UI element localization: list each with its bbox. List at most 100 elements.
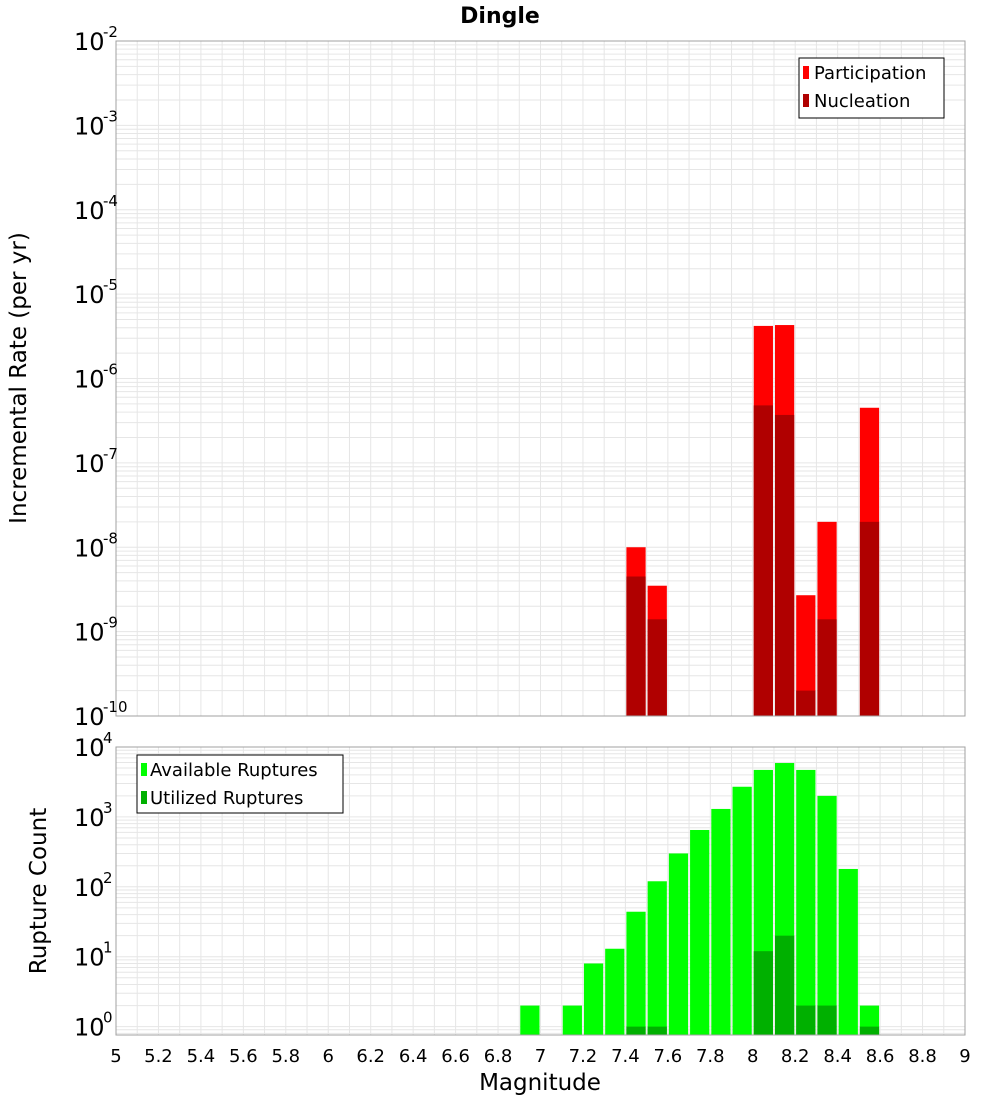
bottom-bar-available-ruptures [817, 795, 837, 1035]
top-y-tick-label: 10 [74, 534, 105, 562]
x-tick-label: 8 [747, 1046, 758, 1067]
legend-swatch-participation [803, 66, 809, 79]
legend-label-nucleation: Nucleation [814, 91, 910, 112]
top-y-tick-exponent: -10 [103, 698, 128, 716]
top-bar-nucleation [817, 619, 837, 716]
bottom-bar-available-ruptures [711, 808, 731, 1035]
bottom-bar-available-ruptures [796, 769, 816, 1035]
x-tick-label: 8.8 [908, 1046, 937, 1067]
x-tick-label: 5.6 [229, 1046, 258, 1067]
top-legend-box [798, 57, 945, 119]
top-y-tick-label: 10 [74, 366, 105, 394]
bottom-y-tick-label: 10 [74, 734, 105, 762]
bottom-bar-utilized-ruptures [753, 951, 773, 1035]
bottom-bar-available-ruptures [520, 1005, 540, 1035]
top-y-tick-exponent: -5 [103, 276, 118, 294]
top-y-tick-label: 10 [74, 197, 105, 225]
top-bar-nucleation [647, 619, 667, 716]
legend-swatch-utilized [141, 791, 147, 804]
top-bar-nucleation [626, 576, 646, 716]
x-tick-label: 8.4 [823, 1046, 852, 1067]
legend-swatch-available [141, 763, 147, 776]
bottom-bar-utilized-ruptures [817, 1005, 837, 1035]
x-tick-label: 7 [535, 1046, 546, 1067]
bottom-bar-utilized-ruptures [796, 1005, 816, 1035]
bottom-bar-available-ruptures [626, 911, 646, 1035]
x-tick-label: 5.4 [187, 1046, 216, 1067]
bottom-bar-utilized-ruptures [859, 1026, 880, 1035]
top-bar-nucleation [859, 521, 880, 716]
x-tick-label: 6.4 [399, 1046, 428, 1067]
x-tick-label: 5.2 [144, 1046, 173, 1067]
x-tick-label: 8.2 [781, 1046, 810, 1067]
bottom-y-axis-label: Rupture Count [26, 808, 52, 974]
top-bars [626, 325, 880, 716]
bottom-bars [520, 763, 880, 1035]
bottom-bar-available-ruptures [690, 829, 710, 1035]
legend-label-utilized: Utilized Ruptures [150, 788, 303, 809]
bottom-y-tick-exponent: 0 [103, 1009, 113, 1027]
chart-title: Dingle [460, 4, 540, 29]
top-y-axis-label: Incremental Rate (per yr) [6, 232, 32, 524]
top-bar-nucleation [774, 414, 795, 716]
x-tick-label: 7.6 [654, 1046, 683, 1067]
top-y-tick-label: 10 [74, 619, 105, 647]
bottom-bar-utilized-ruptures [626, 1026, 646, 1035]
top-plot-frame [115, 40, 966, 717]
x-tick-label: 6.6 [441, 1046, 470, 1067]
top-y-tick-label: 10 [74, 450, 105, 478]
top-y-tick-exponent: -3 [103, 107, 118, 125]
x-tick-label: 8.6 [866, 1046, 895, 1067]
legend-label-participation: Participation [814, 63, 926, 84]
top-y-tick-label: 10 [74, 703, 105, 731]
top-y-tick-exponent: -7 [103, 445, 118, 463]
bottom-y-tick-exponent: 4 [103, 729, 113, 747]
x-tick-label: 5.8 [271, 1046, 300, 1067]
top-y-tick-exponent: -6 [103, 361, 118, 379]
top-bar-participation [796, 595, 816, 716]
x-tick-label: 9 [959, 1046, 970, 1067]
top-y-tick-label: 10 [74, 112, 105, 140]
bottom-bar-available-ruptures [732, 786, 752, 1035]
bottom-bar-available-ruptures [838, 868, 858, 1035]
bottom-y-tick-label: 10 [74, 804, 105, 832]
top-y-tick-label: 10 [74, 281, 105, 309]
bottom-legend-box [136, 754, 344, 814]
top-y-tick-label: 10 [74, 28, 105, 56]
bottom-y-tick-label: 10 [74, 1014, 105, 1042]
bottom-bar-utilized-ruptures [774, 935, 795, 1035]
top-y-tick-exponent: -8 [103, 529, 118, 547]
bottom-bar-available-ruptures [562, 1005, 582, 1035]
bottom-bar-available-ruptures [647, 881, 667, 1035]
top-y-tick-exponent: -4 [103, 192, 118, 210]
top-grid [115, 41, 966, 717]
bottom-legend: Available Ruptures Utilized Ruptures [136, 754, 344, 814]
x-tick-label: 5 [110, 1046, 121, 1067]
legend-swatch-nucleation [803, 94, 809, 107]
legend-label-available: Available Ruptures [150, 760, 318, 781]
x-tick-labels: 5 5.2 5.4 5.6 5.8 6 6.2 6.4 6.6 6.8 7 7.2 7.4 7.6 7.8 8… [110, 1046, 970, 1067]
bottom-plot-frame [115, 746, 966, 1036]
bottom-y-tick-label: 10 [74, 944, 105, 972]
x-tick-label: 6.8 [484, 1046, 513, 1067]
bottom-y-tick-exponent: 2 [103, 869, 113, 887]
top-y-tick-exponent: -9 [103, 614, 118, 632]
bottom-y-tick-exponent: 3 [103, 799, 113, 817]
bottom-bar-available-ruptures [583, 963, 604, 1035]
x-tick-label: 6.2 [356, 1046, 385, 1067]
x-axis-label: Magnitude [479, 1070, 601, 1096]
top-y-tick-exponent: -2 [103, 23, 118, 41]
top-bar-nucleation [753, 405, 773, 716]
bottom-bar-available-ruptures [668, 853, 689, 1035]
x-tick-label: 6 [323, 1046, 334, 1067]
top-legend: Participation Nucleation [798, 57, 945, 119]
x-tick-label: 7.4 [611, 1046, 640, 1067]
x-tick-label: 7.8 [696, 1046, 725, 1067]
bottom-bar-utilized-ruptures [647, 1026, 667, 1035]
top-bar-nucleation [796, 690, 816, 716]
bottom-bar-available-ruptures [605, 948, 625, 1035]
